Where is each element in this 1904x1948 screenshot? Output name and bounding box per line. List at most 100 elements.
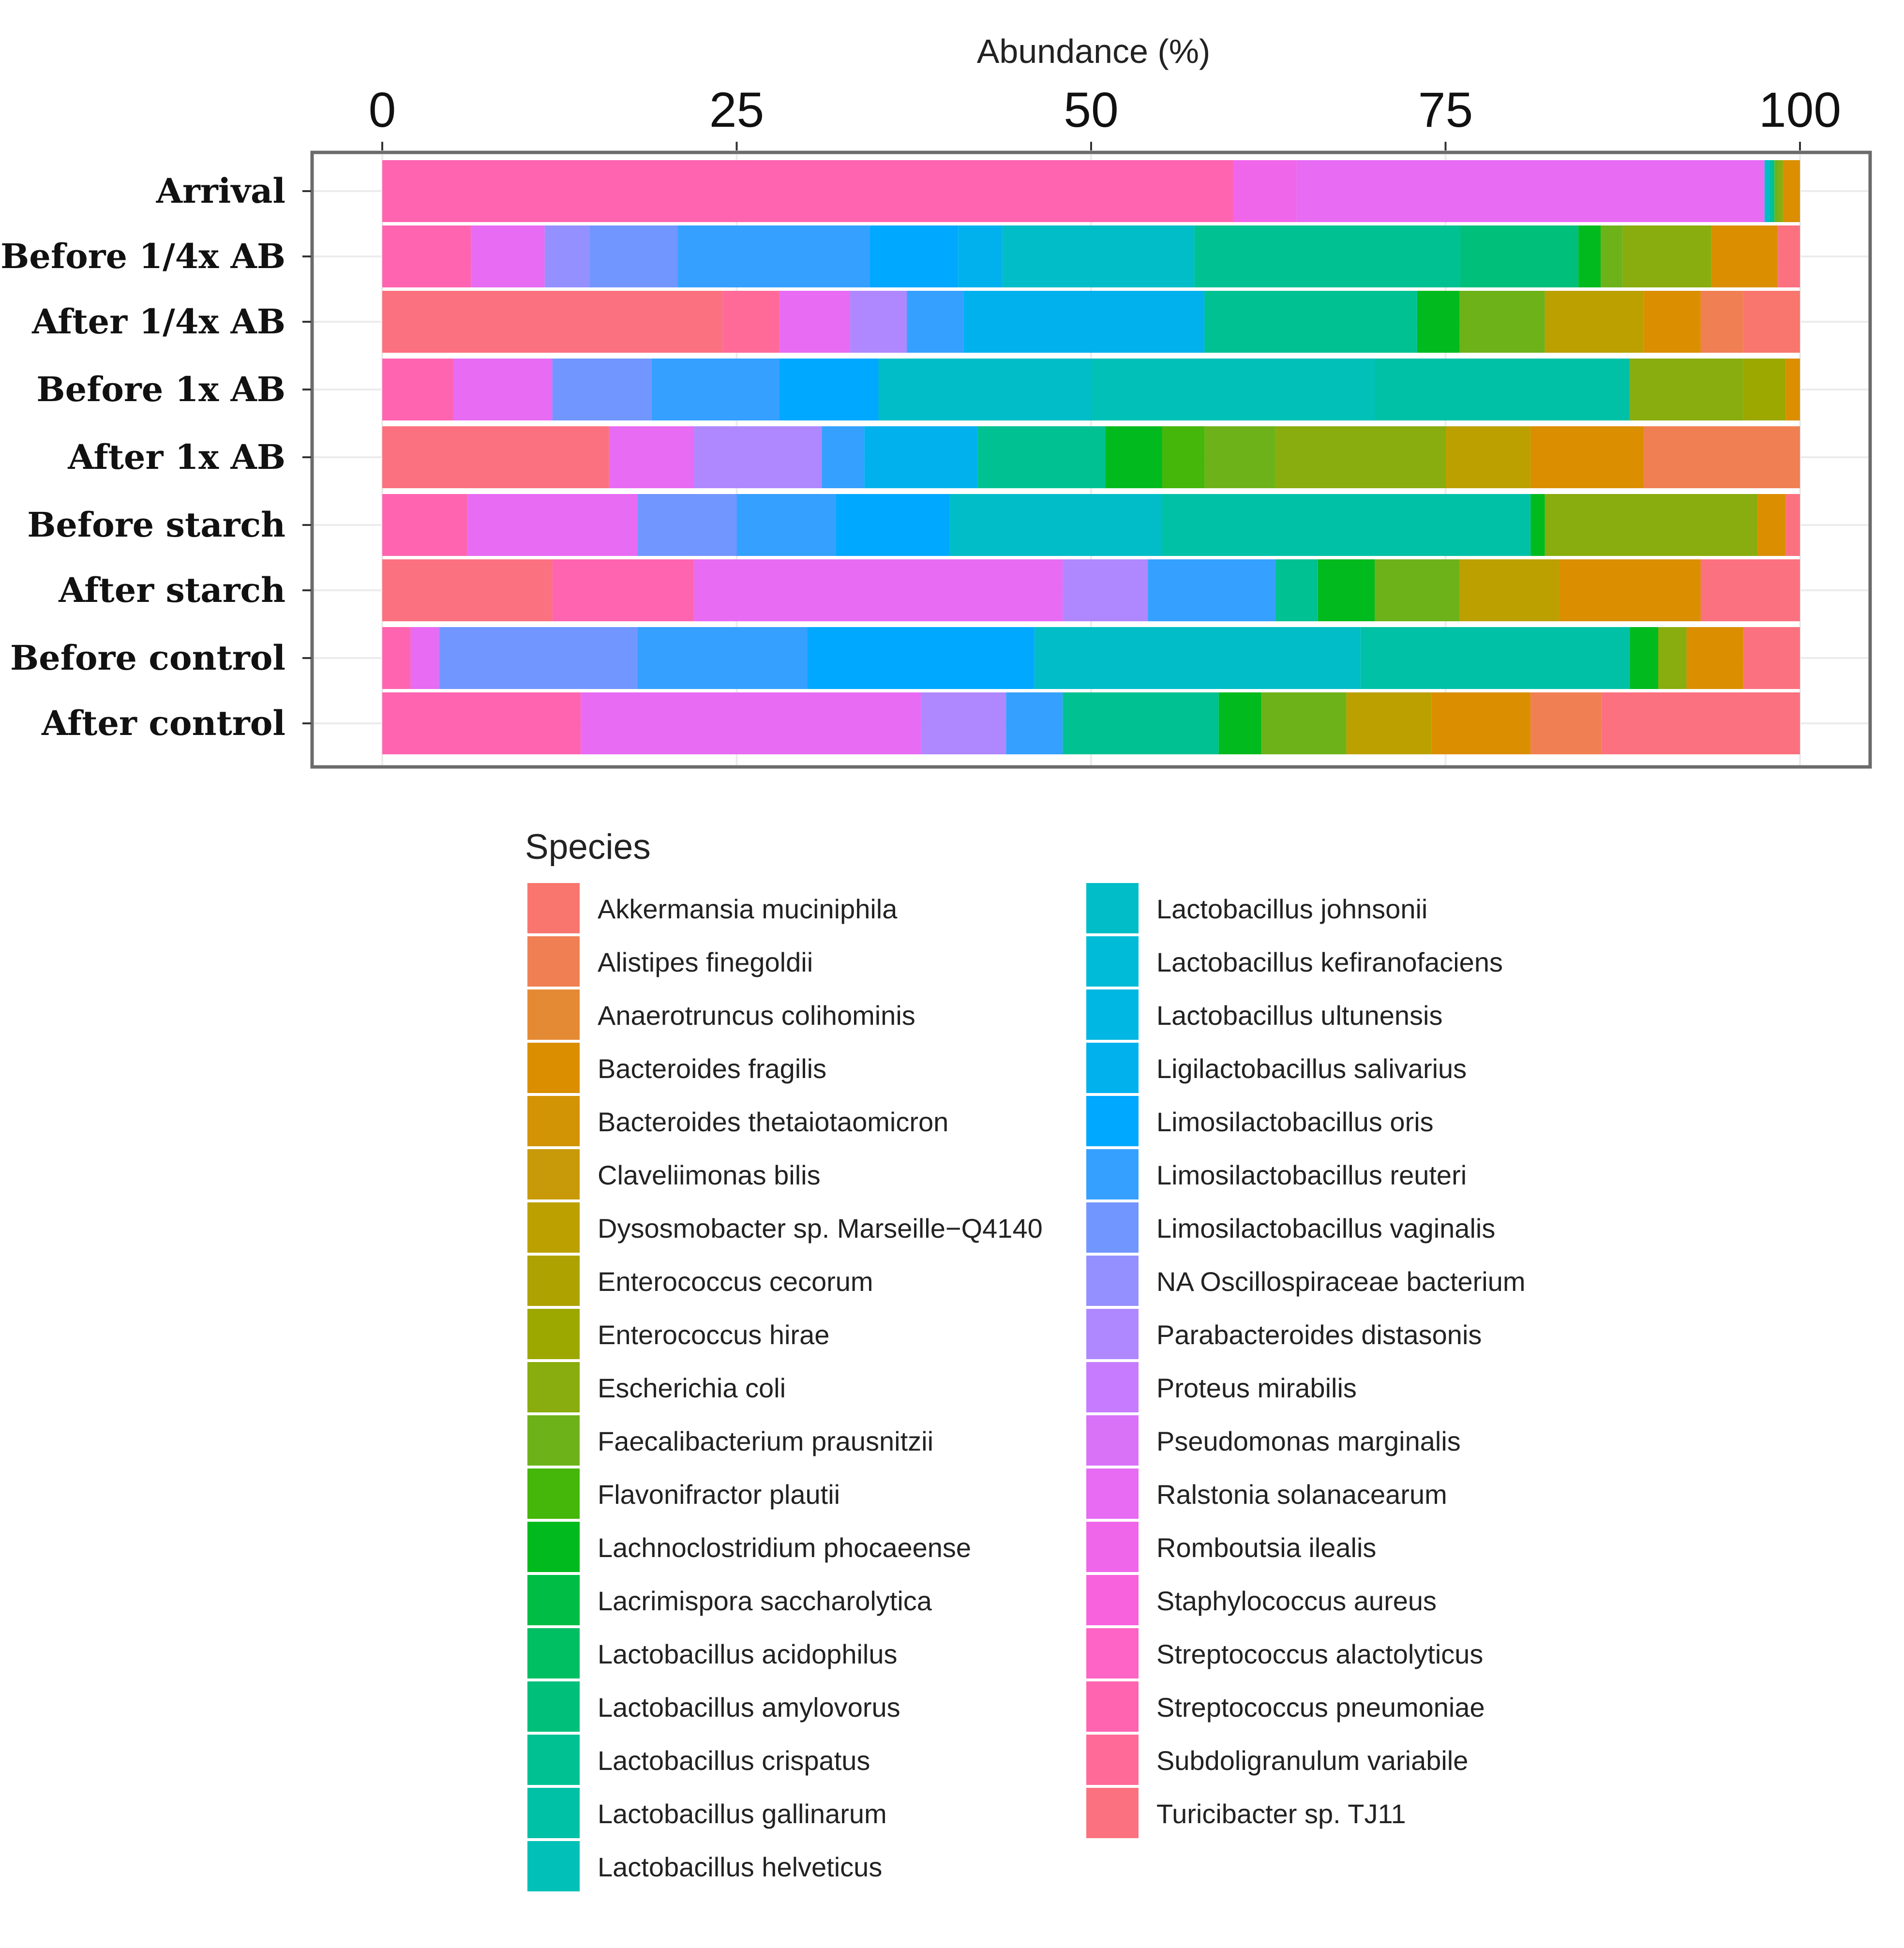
legend-label: Dysosmobacter sp. Marseille−Q4140 — [598, 1213, 1043, 1244]
bar-segment — [1774, 160, 1779, 222]
bar-segment — [1630, 359, 1743, 420]
y-axis-label: Arrival — [156, 171, 285, 211]
bar-segment — [1346, 692, 1431, 754]
bar-segment — [1162, 426, 1205, 488]
legend-label: Pseudomonas marginalis — [1156, 1426, 1461, 1456]
y-axis-label: Before control — [10, 638, 285, 678]
bar-segment — [1743, 627, 1800, 689]
legend-key — [527, 1468, 580, 1519]
legend-key — [527, 936, 580, 987]
legend-key — [1086, 1575, 1139, 1625]
bar-segment — [471, 225, 545, 287]
bar-segment — [382, 359, 453, 420]
legend-key — [527, 1575, 580, 1625]
bar-segment — [722, 291, 779, 353]
bar-segment — [382, 426, 609, 488]
legend-key — [527, 1309, 580, 1359]
legend-key — [527, 1681, 580, 1732]
legend-label: Claveliimonas bilis — [598, 1160, 821, 1190]
bar-segment — [382, 559, 553, 621]
legend-label: Staphylococcus aureus — [1156, 1586, 1437, 1616]
legend-title: Species — [525, 827, 651, 867]
legend-label: Lachnoclostridium phocaeense — [598, 1532, 971, 1563]
bar-segment — [609, 426, 694, 488]
legend-key — [1086, 1681, 1139, 1732]
y-axis-label: After 1x AB — [67, 437, 285, 477]
bar-segment — [737, 494, 836, 556]
legend-label: Bacteroides fragilis — [598, 1053, 826, 1084]
bar-segment — [637, 494, 736, 556]
legend: Akkermansia muciniphila Alistipes finegol… — [527, 883, 1526, 1891]
legend-label: Lactobacillus kefiranofaciens — [1156, 947, 1503, 977]
y-axis-label: After 1/4x AB — [31, 301, 285, 342]
bar-segment — [694, 426, 822, 488]
bar-segment — [1630, 627, 1658, 689]
legend-label: Lactobacillus amylovorus — [598, 1692, 900, 1723]
legend-key — [1086, 989, 1139, 1040]
legend-label: Enterococcus hirae — [598, 1319, 829, 1350]
bar-segment — [1318, 559, 1375, 621]
bar-segment — [1644, 291, 1701, 353]
bar-segment — [637, 627, 808, 689]
legend-key — [527, 1043, 580, 1093]
x-tick-label: 25 — [709, 82, 764, 137]
bar-segment — [652, 359, 780, 420]
bar-segment — [1034, 627, 1361, 689]
legend-key — [1086, 1628, 1139, 1678]
bar-segment — [1545, 291, 1644, 353]
legend-key — [1086, 1415, 1139, 1466]
bar-segment — [850, 291, 907, 353]
legend-label: Lacrimispora saccharolytica — [598, 1586, 932, 1616]
legend-label: Akkermansia muciniphila — [598, 894, 898, 924]
bar-segment — [1623, 225, 1711, 287]
bar-segment — [382, 160, 1233, 222]
bar-segment — [1204, 291, 1417, 353]
legend-label: Limosilactobacillus vaginalis — [1156, 1213, 1495, 1244]
bar-segment — [1446, 426, 1531, 488]
bar-segment — [439, 627, 637, 689]
legend-label: Lactobacillus johnsonii — [1156, 894, 1427, 924]
bar-segment — [1770, 160, 1774, 222]
bar-segment — [1431, 692, 1530, 754]
bar-segment — [382, 225, 471, 287]
bar-segment — [1601, 225, 1623, 287]
legend-key — [527, 1415, 580, 1466]
bar-segment — [1701, 291, 1743, 353]
bar-segment — [1460, 291, 1545, 353]
legend-label: Parabacteroides distasonis — [1156, 1319, 1482, 1350]
legend-key — [527, 1256, 580, 1306]
bar-segment — [921, 692, 1006, 754]
bar-segment — [1162, 494, 1531, 556]
bar-segment — [553, 359, 652, 420]
x-axis-ticks: 0 25 50 75 100 — [369, 82, 1841, 150]
bar-segment — [1063, 692, 1218, 754]
legend-key — [1086, 1522, 1139, 1572]
y-axis-label: Before starch — [27, 505, 285, 545]
bar-segment — [1765, 160, 1770, 222]
bar-segment — [836, 494, 949, 556]
bar-segment — [779, 291, 850, 353]
legend-label: Enterococcus cecorum — [598, 1266, 873, 1297]
legend-key — [527, 1735, 580, 1785]
legend-label: Subdoligranulum variabile — [1156, 1745, 1468, 1776]
bar-segment — [382, 692, 581, 754]
legend-key — [1086, 883, 1139, 933]
bar-segment — [1148, 559, 1275, 621]
bar-segment — [553, 559, 694, 621]
bar-segment — [1687, 627, 1743, 689]
bar-segment — [1091, 359, 1375, 420]
legend-label: Alistipes finegoldii — [598, 947, 813, 977]
legend-label: Faecalibacterium prausnitzii — [598, 1426, 933, 1456]
bar-segment — [1006, 692, 1063, 754]
bar-segment — [677, 225, 870, 287]
bar-segment — [382, 494, 467, 556]
legend-key — [527, 1628, 580, 1678]
bar-segment — [808, 627, 1034, 689]
legend-label: Turicibacter sp. TJ11 — [1156, 1798, 1406, 1829]
legend-key — [1086, 1096, 1139, 1146]
legend-label: NA Oscillospiraceae bacterium — [1156, 1266, 1526, 1297]
bar-segment — [1375, 359, 1630, 420]
legend-key — [527, 1202, 580, 1253]
bar-segment — [1530, 426, 1644, 488]
bar-segment — [1545, 494, 1758, 556]
